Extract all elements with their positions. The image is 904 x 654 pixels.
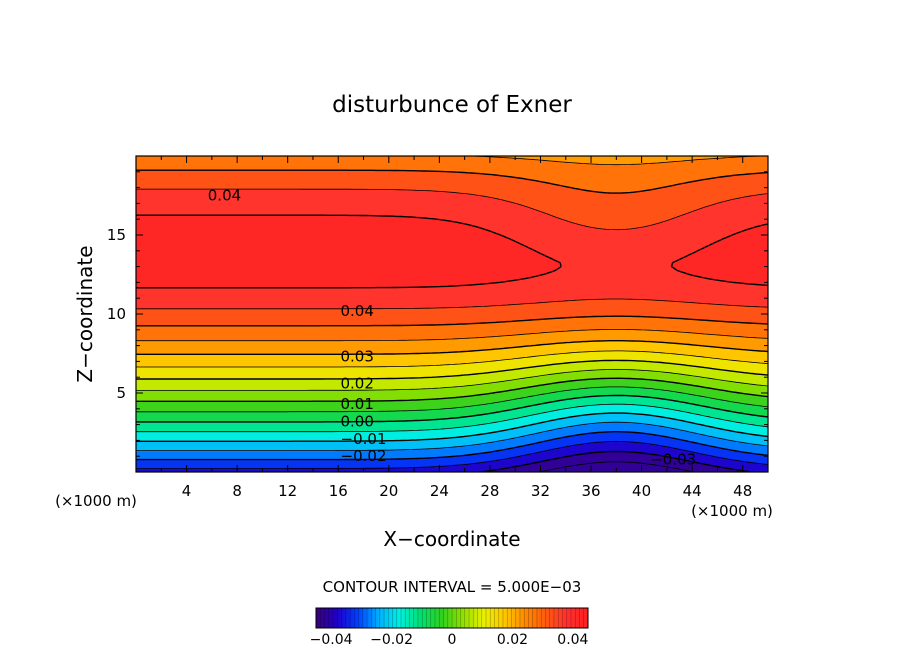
contour-label: 0.04 bbox=[340, 302, 373, 320]
contour-line bbox=[136, 340, 768, 355]
x-tick-label: 24 bbox=[430, 482, 449, 500]
colorbar-tick-label: −0.02 bbox=[370, 632, 413, 648]
contour-line bbox=[136, 188, 768, 310]
x-tick-label: 32 bbox=[531, 482, 550, 500]
colorbar-frame bbox=[315, 607, 589, 629]
x-tick-label: 40 bbox=[632, 482, 651, 500]
contour-line bbox=[136, 421, 768, 451]
colorbar: −0.04 −0.02 0 0.02 0.04 bbox=[310, 607, 589, 648]
y-tick-label: 15 bbox=[107, 226, 126, 244]
x-tick-label: 36 bbox=[581, 482, 600, 500]
contour-labels: 0.04 0.04 0.03 0.02 0.010.00−0.01−0.02 −0.03 bbox=[208, 187, 696, 469]
contour-lines bbox=[136, 156, 768, 472]
contour-line bbox=[136, 156, 768, 342]
contour-label: 0.04 bbox=[208, 187, 241, 205]
colorbar-gradient bbox=[316, 608, 588, 628]
chart-title: disturbunce of Exner bbox=[332, 92, 572, 118]
contour-line bbox=[136, 350, 768, 368]
x-tick-label: 8 bbox=[232, 482, 242, 500]
contour-line bbox=[136, 412, 768, 442]
colorbar-tick-marks bbox=[319, 608, 585, 628]
x-tick-label: 20 bbox=[379, 482, 398, 500]
contour-line bbox=[136, 394, 768, 423]
y-axis-label: Z−coordinate bbox=[73, 245, 97, 382]
colorbar-labels: −0.04 −0.02 0 0.02 0.04 bbox=[310, 632, 589, 648]
y-tick-label: 10 bbox=[107, 305, 126, 323]
colorbar-tick-label: 0 bbox=[448, 632, 457, 648]
colorbar-tick-label: 0.02 bbox=[497, 632, 528, 648]
colorbar-tick-label: −0.04 bbox=[310, 632, 353, 648]
contour-line bbox=[136, 214, 768, 289]
x-axis-ticks: 4 8 12 16 20 24 28 32 36 40 44 48 bbox=[160, 156, 752, 500]
contour-label: 0.02 bbox=[340, 375, 373, 393]
contour-label: 0.01 bbox=[340, 395, 373, 413]
x-tick-label: 12 bbox=[278, 482, 297, 500]
contour-line bbox=[136, 403, 768, 433]
contour-line bbox=[136, 431, 768, 461]
contour-line bbox=[136, 386, 768, 413]
contour-label: −0.02 bbox=[341, 447, 387, 465]
plot-area: 0.04 0.04 0.03 0.02 0.010.00−0.01−0.02 −0.03 bbox=[136, 156, 768, 472]
contour-label: −0.01 bbox=[341, 430, 387, 448]
x-tick-label: 28 bbox=[480, 482, 499, 500]
contour-label: 0.00 bbox=[340, 412, 373, 430]
x-tick-label: 48 bbox=[733, 482, 752, 500]
x-unit-left: (×1000 m) bbox=[55, 492, 137, 510]
x-unit-right: (×1000 m) bbox=[691, 502, 773, 520]
x-axis-label: X−coordinate bbox=[383, 527, 520, 551]
contour-interval: CONTOUR INTERVAL = 5.000E−03 bbox=[323, 578, 582, 596]
x-tick-label: 4 bbox=[182, 482, 192, 500]
contour-line bbox=[136, 377, 768, 402]
contour-line bbox=[136, 369, 768, 391]
x-tick-label: 44 bbox=[683, 482, 702, 500]
contour-field bbox=[136, 156, 768, 472]
contour-line bbox=[136, 359, 768, 380]
y-axis-ticks: 5 10 15 bbox=[107, 171, 768, 457]
contour-label: 0.03 bbox=[340, 348, 373, 366]
x-tick-label: 16 bbox=[329, 482, 348, 500]
colorbar-tick-label: 0.04 bbox=[557, 632, 588, 648]
contour-line bbox=[136, 169, 768, 327]
y-tick-label: 5 bbox=[116, 384, 126, 402]
contour-label: −0.03 bbox=[650, 450, 696, 468]
